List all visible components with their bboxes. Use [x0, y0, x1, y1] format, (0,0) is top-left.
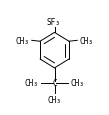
Text: CH₃: CH₃ [48, 96, 61, 105]
Text: CH₃: CH₃ [70, 78, 84, 87]
Text: SF₃: SF₃ [46, 18, 60, 27]
Text: CH₃: CH₃ [79, 36, 93, 45]
Text: CH₃: CH₃ [25, 78, 39, 87]
Text: CH₃: CH₃ [16, 36, 30, 45]
Text: C: C [52, 79, 57, 88]
